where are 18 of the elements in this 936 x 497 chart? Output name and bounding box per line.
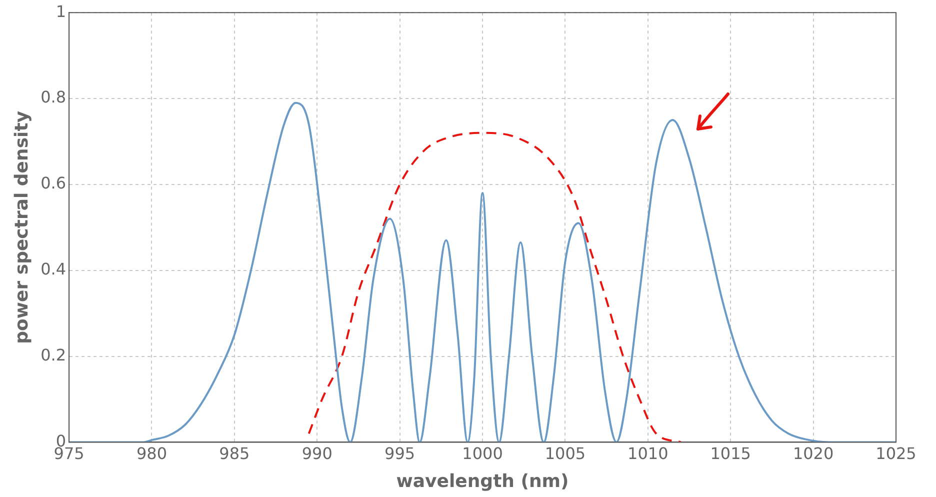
y-axis-title: power spectral density — [11, 110, 32, 344]
line-series — [308, 132, 682, 442]
x-tick-label: 1015 — [710, 444, 751, 463]
x-tick-label: 995 — [384, 444, 416, 463]
x-tick-label: 1010 — [628, 444, 668, 463]
y-tick-label: 0.4 — [40, 260, 66, 279]
x-tick-label: 1000 — [462, 444, 503, 463]
x-tick-label: 1025 — [876, 444, 916, 463]
x-axis-title: wavelength (nm) — [396, 470, 569, 492]
x-tick-label: 1020 — [792, 444, 834, 463]
x-tick-label: 980 — [136, 444, 168, 463]
y-tick-label: 0.8 — [40, 88, 66, 107]
x-tick-label: 1005 — [544, 444, 586, 463]
x-tick-label: 985 — [219, 444, 250, 463]
y-tick-label: 0.2 — [40, 345, 66, 364]
x-tick-label: 990 — [302, 444, 332, 463]
y-tick-label: 1 — [56, 2, 66, 21]
y-tick-label: 0.6 — [40, 174, 66, 193]
